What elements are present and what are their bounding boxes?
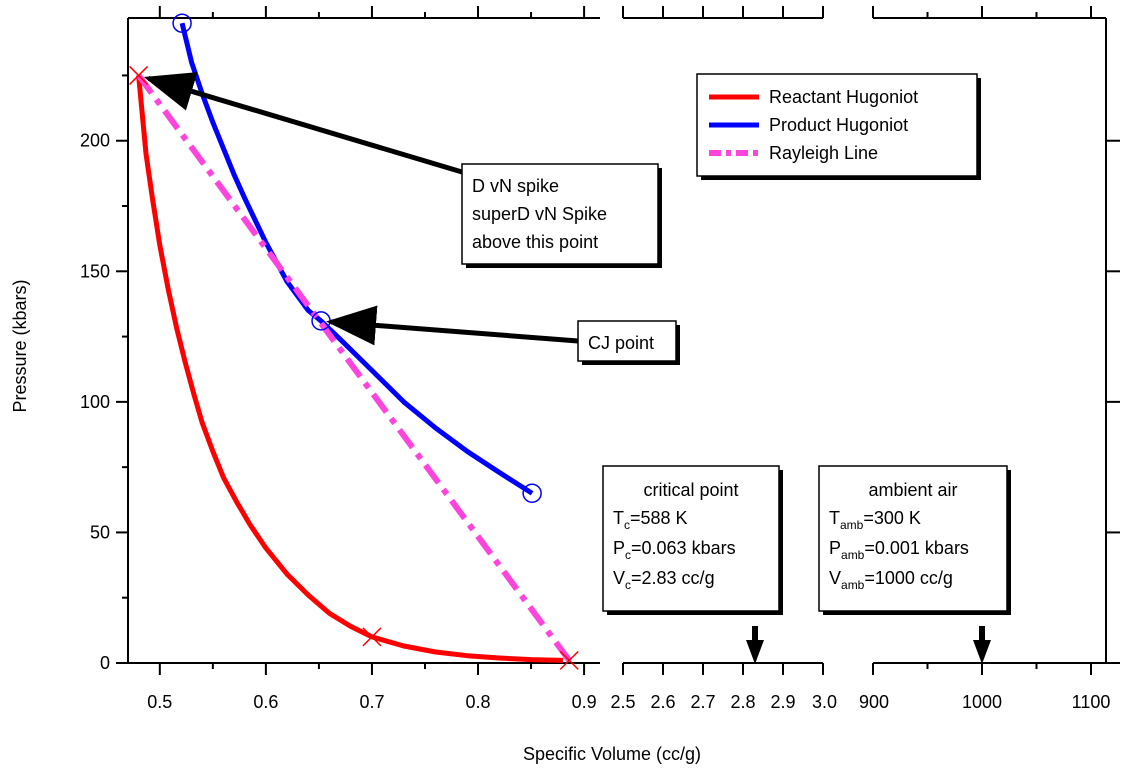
x-tick-label: 2.6 xyxy=(650,692,675,712)
x-tick-label: 3.0 xyxy=(812,692,837,712)
info-row-subscript: amb xyxy=(840,518,864,532)
legend-label: Product Hugoniot xyxy=(769,115,908,135)
info-row-value: =300 K xyxy=(863,508,921,528)
annotation-box xyxy=(461,163,659,265)
info-row-subscript: c xyxy=(625,548,631,562)
info-row-value: =0.001 kbars xyxy=(864,538,969,558)
legend-label: Reactant Hugoniot xyxy=(769,87,918,107)
info-row-symbol: P xyxy=(829,538,841,558)
info-row-subscript: c xyxy=(624,518,630,532)
x-tick-label: 0.8 xyxy=(466,692,491,712)
series-line-reactant-hugoniot xyxy=(136,75,563,663)
legend-label: Rayleigh Line xyxy=(769,143,878,163)
x-axis-title: Specific Volume (cc/g) xyxy=(523,744,701,764)
x-marker-stroke xyxy=(129,65,149,85)
data-markers xyxy=(129,13,579,670)
annotation-text: superD vN Spike xyxy=(472,204,607,224)
info-box-row: Tc=588 K xyxy=(613,508,688,532)
x-marker xyxy=(362,627,382,647)
info-row-value: =588 K xyxy=(630,508,688,528)
x-tick-label: 900 xyxy=(859,692,889,712)
x-tick-label: 2.7 xyxy=(690,692,715,712)
annotation-text: D vN spike xyxy=(472,176,559,196)
info-row-subscript: amb xyxy=(841,578,865,592)
y-tick-label: 50 xyxy=(90,522,110,542)
info-box-row: Vc=2.83 cc/g xyxy=(613,568,715,592)
annotation-box xyxy=(577,320,677,362)
x-marker xyxy=(559,650,579,670)
annotation-arrow xyxy=(143,72,463,175)
info-box-row: Tamb=300 K xyxy=(829,508,921,532)
x-tick-label: 2.5 xyxy=(610,692,635,712)
x-marker-stroke xyxy=(362,627,382,647)
circle-marker xyxy=(522,483,542,504)
y-tick-label: 100 xyxy=(80,392,110,412)
legend: Reactant Hugoniot Product Hugoniot Rayleig… xyxy=(696,73,981,180)
info-box-frame xyxy=(602,465,780,612)
y-tick-label: 150 xyxy=(80,261,110,281)
data-series xyxy=(136,22,572,663)
info-box-row: Pc=0.063 kbars xyxy=(613,538,736,562)
info-row-symbol: V xyxy=(613,568,625,588)
x-marker-stroke xyxy=(559,650,579,670)
info-box-row: Vamb=1000 cc/g xyxy=(829,568,953,592)
x-tick-label: 0.6 xyxy=(253,692,278,712)
x-tick-label: 0.7 xyxy=(359,692,384,712)
info-row-symbol: T xyxy=(829,508,840,528)
x-tick-label: 1100 xyxy=(1072,692,1111,712)
annotations: D vN spike superD vN Spike above this poin… xyxy=(143,72,1011,664)
y-tick-label: 0 xyxy=(100,653,110,673)
info-row-value: =1000 cc/g xyxy=(864,568,953,588)
info-row-value: =0.063 kbars xyxy=(631,538,736,558)
info-row-value: =2.83 cc/g xyxy=(631,568,715,588)
info-row-subscript: c xyxy=(625,578,631,592)
info-arrow-head xyxy=(973,640,991,664)
x-tick-label: 1000 xyxy=(962,692,1002,712)
x-tick-label: 0.9 xyxy=(572,692,597,712)
annotation-callout: CJ point xyxy=(326,305,680,365)
info-row-symbol: P xyxy=(613,538,625,558)
info-row-subscript: amb xyxy=(841,548,865,562)
annotation-arrow xyxy=(326,305,579,346)
info-row-symbol: T xyxy=(613,508,624,528)
annotation-callout: D vN spike superD vN Spike above this poin… xyxy=(143,72,662,268)
circle-marker xyxy=(172,13,192,33)
info-box-frame xyxy=(818,465,1008,612)
info-box-row: Pamb=0.001 kbars xyxy=(829,538,969,562)
x-tick-label: 2.8 xyxy=(730,692,755,712)
y-axis-title: Pressure (kbars) xyxy=(10,279,30,412)
series-line-rayleigh-line xyxy=(136,73,572,663)
axes: 0 50 100 150 200 0.5 0.6 0.7 0.8 0.9 2.5 2.6 2.7 2.8 2… xyxy=(80,6,1120,712)
annotation-text: above this point xyxy=(472,232,598,252)
x-tick-label: 2.9 xyxy=(770,692,795,712)
info-arrow-head xyxy=(746,640,764,664)
x-tick-label: 0.5 xyxy=(147,692,172,712)
info-box-title: ambient air xyxy=(868,480,957,500)
info-box-title: critical point xyxy=(643,480,738,500)
y-tick-label: 200 xyxy=(80,131,110,151)
info-row-symbol: V xyxy=(829,568,841,588)
annotation-text: CJ point xyxy=(588,333,654,353)
